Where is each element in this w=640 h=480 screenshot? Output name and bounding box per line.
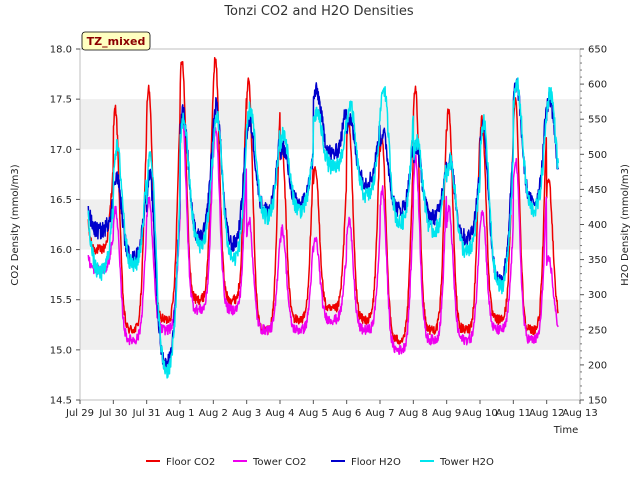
y-right-tick-label: 200 [588, 360, 607, 371]
legend-label: Tower CO2 [252, 457, 306, 468]
legend-item: Tower H2O [420, 457, 494, 468]
x-tick-label: Aug 11 [496, 408, 531, 419]
y-right-tick-label: 300 [588, 290, 607, 301]
badge-box [81, 31, 151, 51]
y-right-tick-label: 500 [588, 150, 607, 161]
x-tick-label: Aug 12 [529, 408, 564, 419]
left-axis: 14.5 15.0 15.5 16.0 16.5 17.0 17.5 18.0 [50, 45, 80, 407]
y-left-tick-label: 18.0 [50, 45, 72, 56]
x-tick-label: Aug 4 [265, 408, 294, 419]
y-right-tick-label: 150 [588, 396, 607, 407]
right-axis: 150 200 250 300 350 400 450 500 550 600 650 [580, 45, 607, 407]
y-left-tick-label: 16.0 [50, 245, 72, 256]
x-axis-label: Time [553, 425, 578, 436]
legend: Floor CO2 Tower CO2 Floor H2O Tower H2O [146, 457, 494, 468]
legend-label: Tower H2O [439, 457, 494, 468]
legend-item: Floor H2O [331, 457, 401, 468]
badge-text: TZ_mixed [87, 35, 146, 48]
y-left-tick-label: 15.0 [50, 345, 72, 356]
x-axis: Jul 29 Jul 30 Jul 31 Aug 1 Aug 2 Aug 3 Aug 4 Au… [65, 400, 598, 419]
x-tick-label: Aug 3 [232, 408, 261, 419]
y-left-tick-label: 16.5 [50, 195, 72, 206]
x-tick-label: Aug 9 [432, 408, 461, 419]
x-tick-label: Aug 5 [299, 408, 328, 419]
x-tick-label: Aug 7 [365, 408, 394, 419]
x-tick-label: Jul 31 [132, 408, 161, 419]
legend-label: Floor H2O [351, 457, 401, 468]
legend-item: Floor CO2 [146, 457, 215, 468]
x-tick-label: Jul 30 [98, 408, 127, 419]
y-left-tick-label: 17.5 [50, 95, 72, 106]
x-tick-label: Aug 13 [562, 408, 597, 419]
x-tick-label: Aug 10 [462, 408, 497, 419]
legend-item: Tower CO2 [233, 457, 306, 468]
grid-bands [80, 99, 580, 350]
x-tick-label: Aug 2 [199, 408, 228, 419]
chart-title: Tonzi CO2 and H2O Densities [223, 4, 414, 19]
y-right-tick-label: 600 [588, 80, 607, 91]
y-right-tick-label: 400 [588, 220, 607, 231]
y-left-tick-label: 15.5 [50, 295, 72, 306]
badge: TZ_mixed [81, 31, 151, 51]
y-left-tick-label: 14.5 [50, 396, 72, 407]
grid-band [80, 199, 580, 250]
y-right-tick-label: 650 [588, 45, 607, 56]
y-right-tick-label: 550 [588, 115, 607, 126]
series-line-tower-co2 [87, 119, 559, 356]
y-right-tick-label: 450 [588, 185, 607, 196]
series-line-tower-h2o [87, 77, 560, 379]
x-tick-label: Jul 29 [65, 408, 94, 419]
series-layer [87, 56, 560, 379]
x-tick-label: Aug 6 [332, 408, 361, 419]
legend-label: Floor CO2 [166, 457, 215, 468]
y-axis-right-label: H2O Density (mmol/m3) [620, 164, 631, 286]
y-axis-left-label: CO2 Density (mmol/m3) [10, 164, 21, 285]
x-tick-label: Aug 1 [165, 408, 194, 419]
y-right-tick-label: 250 [588, 325, 607, 336]
y-right-tick-label: 350 [588, 255, 607, 266]
x-tick-label: Aug 8 [399, 408, 428, 419]
y-left-tick-label: 17.0 [50, 145, 72, 156]
grid-band [80, 99, 580, 150]
